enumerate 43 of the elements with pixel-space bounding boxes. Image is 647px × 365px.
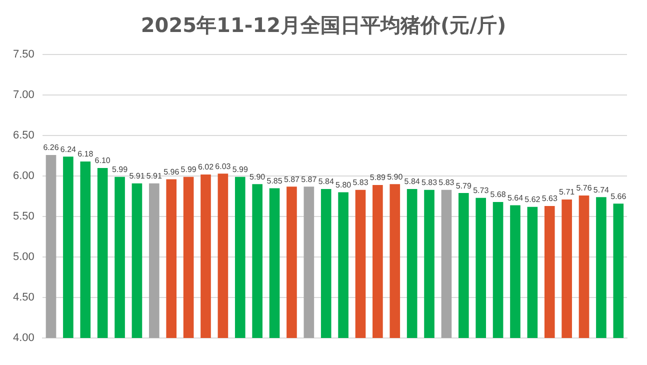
data-label: 6.02 — [198, 162, 214, 172]
data-label: 5.83 — [352, 178, 369, 188]
y-tick-label: 7.50 — [12, 48, 34, 61]
data-label: 5.99 — [112, 165, 128, 174]
data-label: 6.24 — [60, 144, 77, 154]
data-label: 5.66 — [610, 192, 627, 201]
data-label: 5.96 — [164, 168, 180, 176]
data-label: 5.71 — [559, 188, 576, 197]
y-tick-label: 5.50 — [12, 210, 34, 223]
y-tick-label: 6.50 — [12, 130, 34, 142]
data-label: 5.89 — [370, 173, 386, 182]
y-tick-label: 5.00 — [12, 251, 34, 264]
y-tick-label: 7.00 — [12, 89, 34, 102]
data-label: 5.76 — [576, 184, 592, 193]
data-label: 5.99 — [232, 165, 248, 174]
data-label: 6.10 — [94, 156, 111, 166]
y-tick-label: 6.00 — [12, 170, 34, 182]
data-label: 5.84 — [318, 177, 334, 186]
chart-title: 2025年11-12月全国日平均猪价(元/斤) — [140, 12, 508, 39]
data-label: 5.83 — [438, 178, 455, 188]
data-label: 5.85 — [266, 176, 283, 186]
data-label: 5.62 — [524, 195, 541, 204]
data-label: 5.91 — [146, 172, 162, 181]
data-label: 5.63 — [542, 194, 558, 204]
data-label: 5.80 — [336, 180, 352, 190]
data-label: 5.68 — [490, 190, 506, 200]
data-label: 5.73 — [473, 186, 490, 196]
data-label: 5.83 — [421, 178, 438, 188]
data-label: 5.84 — [404, 177, 420, 186]
data-label: 5.90 — [250, 172, 266, 182]
data-label: 5.64 — [507, 193, 524, 202]
data-label: 5.87 — [301, 174, 318, 184]
y-tick-label: 4.00 — [12, 332, 34, 344]
data-label: 6.18 — [78, 150, 94, 159]
data-label: 6.26 — [43, 143, 60, 152]
data-label: 5.74 — [593, 185, 610, 194]
data-label: 5.87 — [284, 174, 300, 184]
data-label: 5.91 — [129, 172, 146, 181]
data-label: 5.99 — [180, 165, 197, 174]
data-label: 5.90 — [387, 172, 404, 182]
data-label: 6.03 — [215, 162, 232, 171]
y-tick-label: 4.50 — [12, 292, 34, 304]
data-label: 5.79 — [456, 181, 472, 190]
